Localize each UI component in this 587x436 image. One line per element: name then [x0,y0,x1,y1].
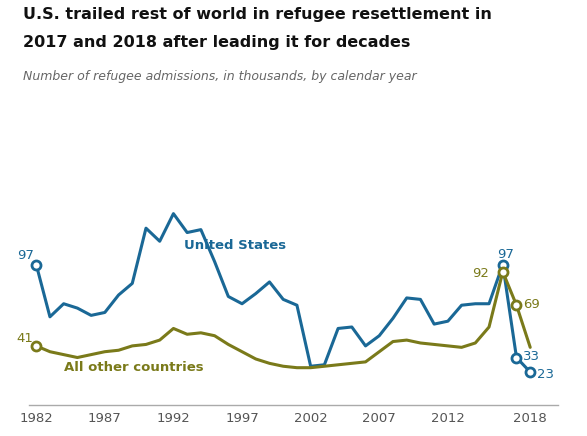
Text: 33: 33 [524,350,541,363]
Text: All other countries: All other countries [63,361,203,374]
Text: 2017 and 2018 after leading it for decades: 2017 and 2018 after leading it for decad… [23,35,411,50]
Text: 41: 41 [17,332,33,345]
Text: 92: 92 [472,267,489,280]
Text: U.S. trailed rest of world in refugee resettlement in: U.S. trailed rest of world in refugee re… [23,7,492,21]
Text: Number of refugee admissions, in thousands, by calendar year: Number of refugee admissions, in thousan… [23,70,417,83]
Text: United States: United States [184,238,286,252]
Text: 23: 23 [537,368,554,381]
Text: 97: 97 [17,249,33,262]
Text: 97: 97 [497,248,514,261]
Text: 69: 69 [524,298,540,311]
